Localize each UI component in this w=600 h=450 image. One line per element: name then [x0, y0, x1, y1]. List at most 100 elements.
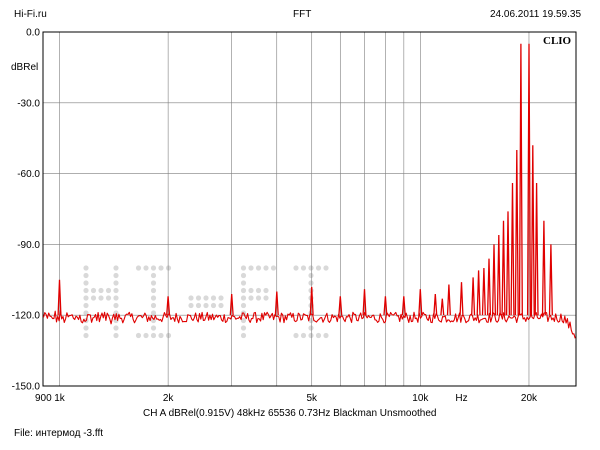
watermark-dot: [158, 332, 164, 339]
watermark-dot: [150, 265, 157, 271]
spectrum-peak: [541, 220, 546, 316]
watermark-dot: [113, 265, 119, 271]
hifi-watermark: [83, 265, 329, 339]
spectrum-peak: [510, 182, 515, 316]
watermark-dot: [83, 280, 89, 286]
spectrum-peak: [309, 286, 314, 316]
noise-floor-trace: [42, 309, 576, 339]
watermark-dot: [255, 287, 262, 294]
watermark-dot: [83, 332, 89, 339]
watermark-dot: [240, 295, 247, 301]
x-tick-label: 5k: [306, 393, 318, 404]
spectrum-peak: [229, 293, 234, 316]
watermark-dot: [150, 317, 157, 324]
watermark-dot: [113, 302, 119, 309]
watermark-dot: [113, 287, 119, 294]
watermark-dot: [270, 265, 277, 271]
file-name: File: интермод -3.fft: [14, 428, 104, 439]
watermark-dot: [113, 310, 119, 316]
watermark-dot: [150, 295, 157, 301]
spectrum-peak: [505, 211, 511, 316]
watermark-dot: [240, 325, 247, 331]
x-tick-label: Hz: [455, 393, 467, 404]
watermark-dot: [195, 302, 202, 309]
spectrum-peak: [476, 270, 481, 316]
y-tick-label: -150.0: [12, 382, 41, 393]
spectrum-peak: [383, 296, 388, 316]
watermark-dot: [308, 325, 314, 331]
y-tick-label: -90.0: [17, 240, 40, 251]
spectrum-peak: [401, 296, 406, 316]
watermark-dot: [308, 272, 314, 279]
watermark-dot: [98, 287, 104, 294]
watermark-dot: [150, 272, 157, 279]
watermark-dot: [135, 265, 142, 271]
watermark-dot: [308, 317, 314, 324]
watermark-dot: [83, 302, 89, 309]
watermark-dot: [165, 265, 172, 271]
spectrum-peak: [166, 296, 171, 316]
chart-grid: [43, 31, 576, 387]
x-tick-label: 900: [35, 393, 52, 404]
spectrum-peak: [274, 291, 279, 316]
spectrum-peak: [433, 293, 438, 316]
watermark-dot: [300, 332, 307, 339]
watermark-dot: [105, 287, 112, 294]
spectrum-peak: [486, 258, 492, 316]
spectrum-peak: [338, 296, 343, 316]
watermark-dot: [188, 302, 194, 309]
watermark-dot: [203, 295, 209, 301]
watermark-dot: [240, 332, 247, 339]
watermark-dot: [165, 332, 172, 339]
watermark-dot: [143, 332, 149, 339]
spectrum-peak: [530, 145, 535, 316]
watermark-dot: [90, 287, 97, 294]
spectrum-peak: [526, 43, 532, 316]
x-tick-label: 2k: [163, 393, 175, 404]
spectrum-trace: [42, 43, 576, 339]
spectrum-peak: [534, 182, 539, 316]
clio-logo: CLIO: [543, 35, 572, 47]
spectrum-peak: [481, 267, 486, 316]
watermark-dot: [105, 295, 112, 301]
watermark-dot: [83, 265, 89, 271]
spectrum-peak: [471, 277, 476, 316]
watermark-dot: [293, 332, 299, 339]
header-title: FFT: [293, 9, 312, 20]
watermark-dot: [150, 287, 157, 294]
watermark-dot: [240, 317, 247, 324]
y-tick-label: -120.0: [12, 311, 41, 322]
watermark-dot: [98, 295, 104, 301]
watermark-dot: [300, 265, 307, 271]
measurement-params: CH A dBRel(0.915V) 48kHz 65536 0.73Hz Bl…: [143, 408, 437, 419]
watermark-dot: [113, 325, 119, 331]
watermark-dot: [158, 265, 164, 271]
spectrum-peak: [57, 279, 62, 316]
watermark-dot: [255, 295, 262, 301]
spectrum-peak: [362, 289, 367, 316]
watermark-dot: [210, 295, 217, 301]
watermark-dot: [113, 272, 119, 279]
watermark-dot: [150, 332, 157, 339]
spectrum-peak: [440, 298, 445, 316]
spectrum-peak: [446, 284, 451, 316]
x-tick-label: 20k: [521, 393, 538, 404]
watermark-dot: [150, 280, 157, 286]
watermark-dot: [113, 295, 119, 301]
plot-frame: [42, 31, 577, 387]
watermark-dot: [203, 302, 209, 309]
watermark-dot: [195, 295, 202, 301]
watermark-dot: [83, 325, 89, 331]
watermark-dot: [323, 265, 329, 271]
y-axis-ticks: 0.0 -30.0 -60.0 -90.0 -120.0 -150.0: [12, 28, 41, 393]
spectrum-peak: [518, 43, 523, 316]
watermark-dot: [308, 265, 314, 271]
watermark-dot: [83, 272, 89, 279]
header-datetime: 24.06.2011 19.59.35: [490, 9, 582, 20]
watermark-dot: [218, 295, 224, 301]
watermark-dot: [263, 295, 269, 301]
watermark-dot: [263, 265, 269, 271]
watermark-dot: [143, 265, 149, 271]
watermark-dot: [210, 302, 217, 309]
